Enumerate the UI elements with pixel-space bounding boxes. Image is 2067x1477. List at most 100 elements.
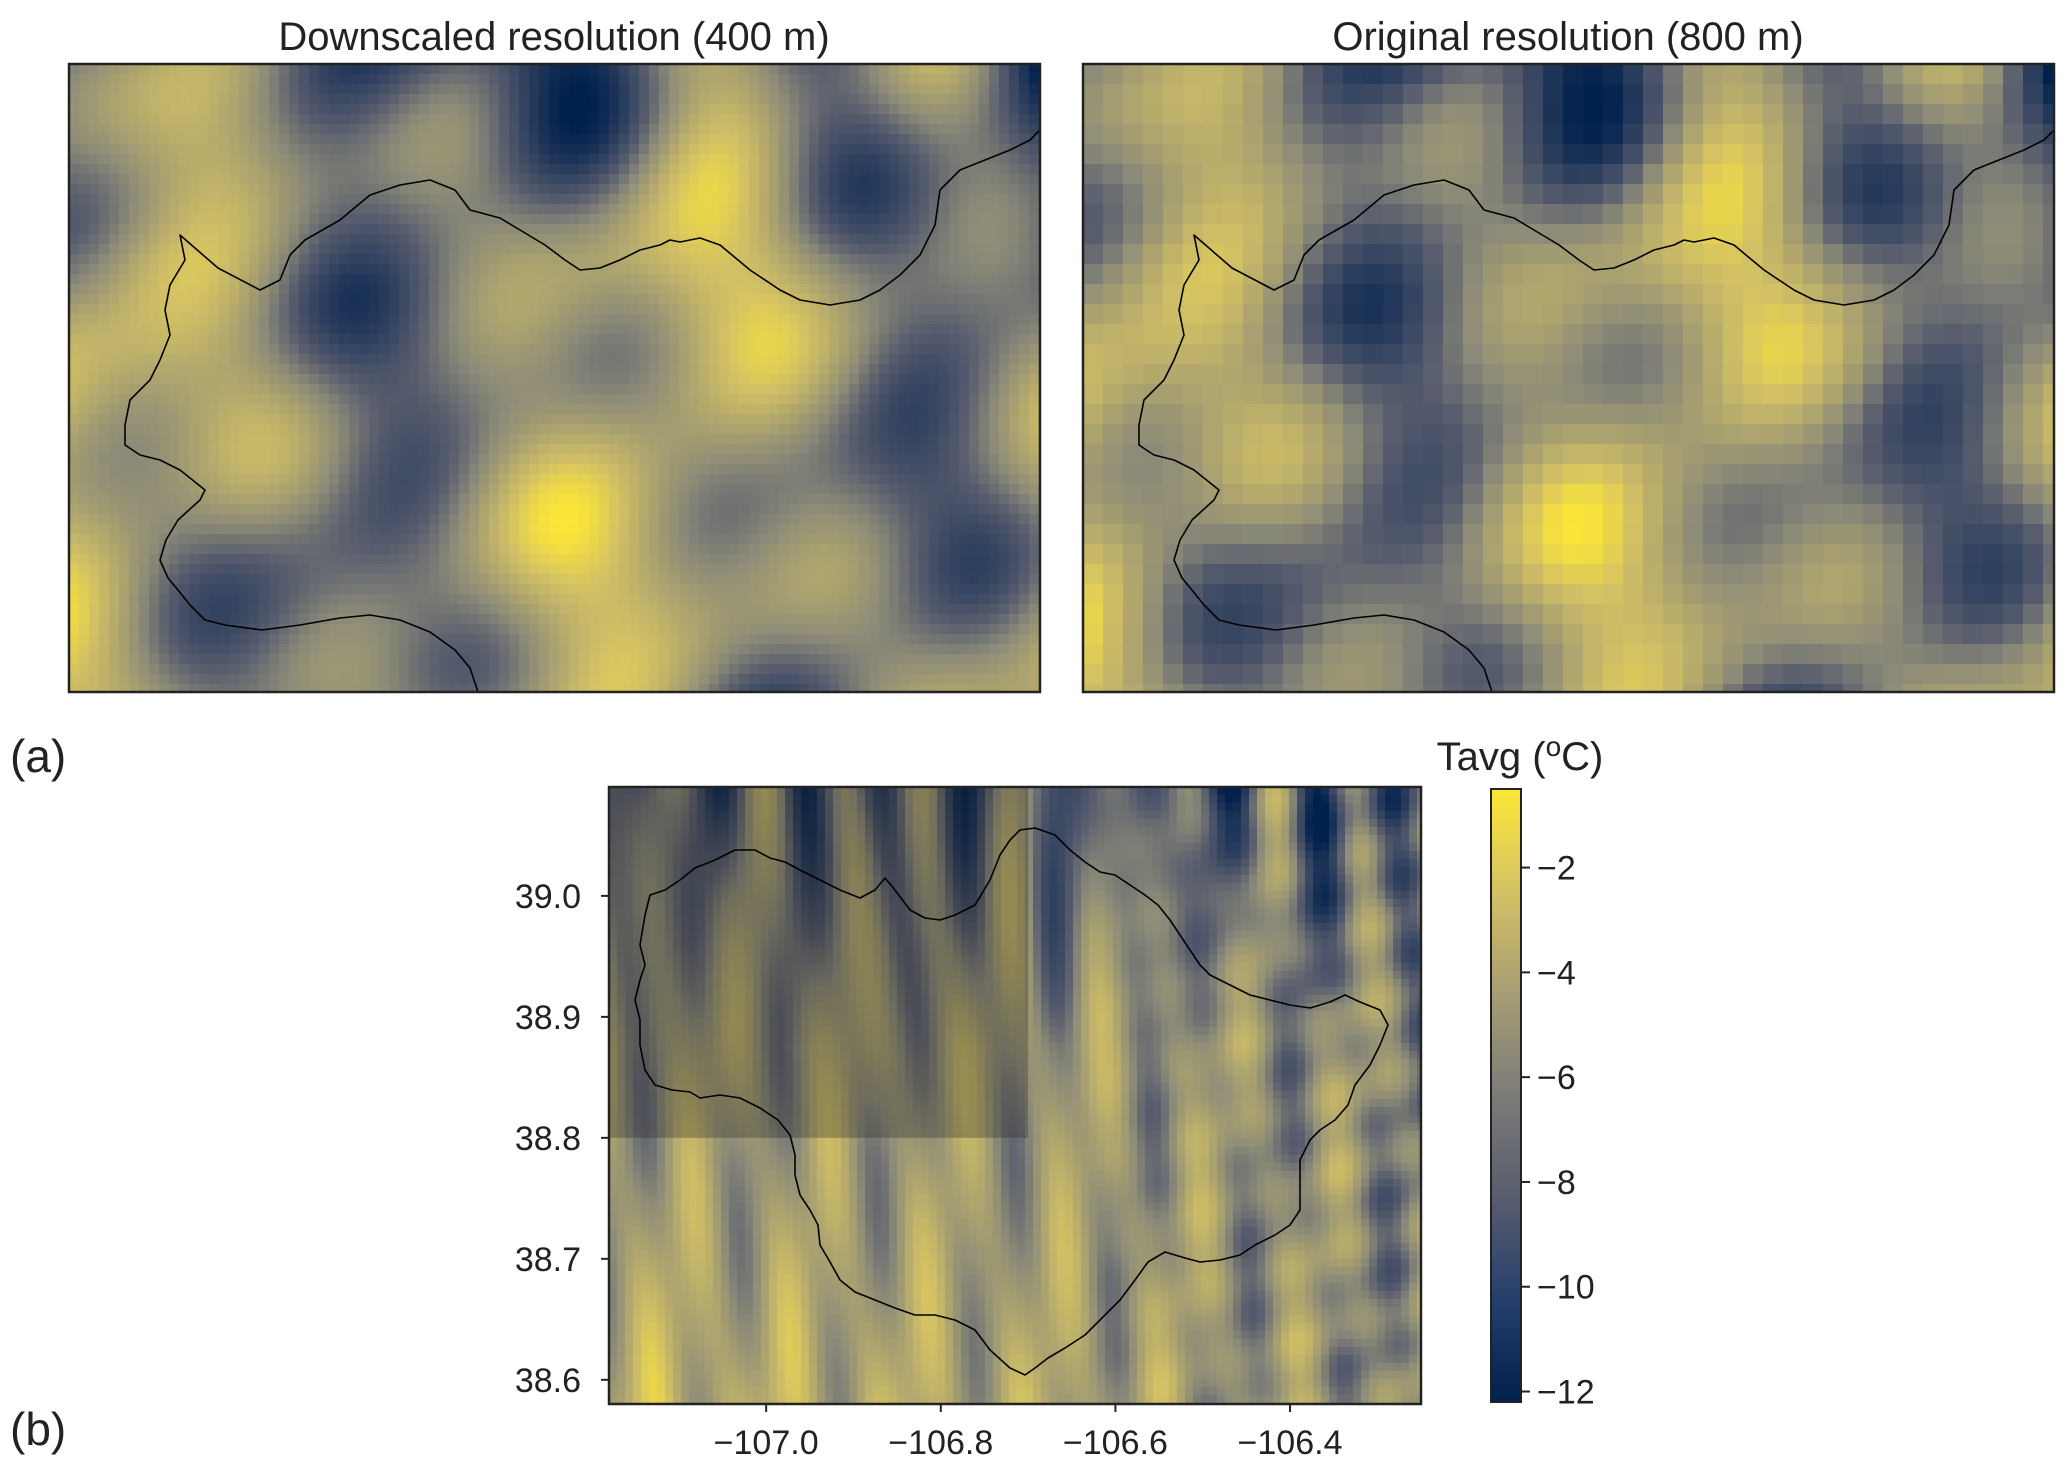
heatmap-cell xyxy=(649,104,660,115)
heatmap-cell xyxy=(619,344,630,355)
heatmap-cell xyxy=(769,454,780,465)
heatmap-cell xyxy=(439,344,450,355)
heatmap-cell xyxy=(909,204,920,215)
heatmap-cell xyxy=(829,94,840,105)
heatmap-cell xyxy=(599,94,610,105)
heatmap-cell xyxy=(1019,144,1030,155)
heatmap-cell xyxy=(109,94,120,105)
heatmap-cell xyxy=(239,404,250,415)
heatmap-cell xyxy=(369,364,380,375)
heatmap-cell xyxy=(869,374,880,385)
heatmap-cell xyxy=(769,234,780,245)
heatmap-cell xyxy=(749,534,760,545)
heatmap-cell xyxy=(449,444,460,455)
heatmap-cell xyxy=(949,74,960,85)
heatmap-cell xyxy=(1009,544,1020,555)
heatmap-cell xyxy=(449,474,460,485)
heatmap-cell xyxy=(669,204,680,215)
heatmap-cell xyxy=(969,264,980,275)
heatmap-cell xyxy=(999,384,1010,395)
heatmap-cell xyxy=(109,164,120,175)
heatmap-cell xyxy=(409,344,420,355)
heatmap-cell xyxy=(89,344,100,355)
heatmap-cell xyxy=(799,414,810,425)
heatmap-cell xyxy=(639,354,650,365)
heatmap-cell xyxy=(759,184,770,195)
heatmap-cell xyxy=(429,324,440,335)
heatmap-cell xyxy=(909,354,920,365)
heatmap-cell xyxy=(889,144,900,155)
heatmap-cell xyxy=(89,404,100,415)
heatmap-cell xyxy=(679,344,690,355)
heatmap-cell xyxy=(819,84,830,95)
heatmap-cell xyxy=(889,244,900,255)
heatmap-cell xyxy=(959,204,970,215)
heatmap-cell xyxy=(559,314,570,325)
heatmap-cell xyxy=(1029,204,1040,215)
heatmap-cell xyxy=(749,254,760,265)
heatmap-cell xyxy=(509,94,520,105)
heatmap-cell xyxy=(569,354,580,365)
heatmap-cell xyxy=(329,94,340,105)
heatmap-cell xyxy=(599,254,610,265)
heatmap-cell xyxy=(99,284,110,295)
heatmap-cell xyxy=(499,244,510,255)
heatmap-cell xyxy=(999,124,1010,135)
heatmap-cell xyxy=(329,414,340,425)
heatmap-cell xyxy=(1019,454,1030,465)
heatmap-cell xyxy=(589,104,600,115)
heatmap-cell xyxy=(659,334,670,345)
heatmap-cell xyxy=(749,364,760,375)
heatmap-cell xyxy=(349,424,360,435)
heatmap-cell xyxy=(339,384,350,395)
heatmap-cell xyxy=(99,494,110,505)
heatmap-cell xyxy=(359,454,370,465)
heatmap-cell xyxy=(329,184,340,195)
heatmap-cell xyxy=(339,244,350,255)
heatmap-cell xyxy=(869,464,880,475)
heatmap-cell xyxy=(429,194,440,205)
heatmap-cell xyxy=(619,554,630,565)
heatmap-cell xyxy=(439,334,450,345)
heatmap-cell xyxy=(379,94,390,105)
heatmap-cell xyxy=(299,364,310,375)
heatmap-cell xyxy=(249,84,260,95)
heatmap-cell xyxy=(729,334,740,345)
heatmap-cell xyxy=(269,544,280,555)
heatmap-cell xyxy=(899,314,910,325)
heatmap-cell xyxy=(279,384,290,395)
heatmap-cell xyxy=(759,204,770,215)
heatmap-cell xyxy=(359,314,370,325)
heatmap-cell xyxy=(399,284,410,295)
heatmap-cell xyxy=(389,404,400,415)
heatmap-cell xyxy=(99,524,110,535)
heatmap-cell xyxy=(569,284,580,295)
heatmap-cell xyxy=(779,374,790,385)
heatmap-cell xyxy=(669,534,680,545)
heatmap-cell xyxy=(409,544,420,555)
heatmap-cell xyxy=(279,114,290,125)
heatmap-cell xyxy=(929,104,940,115)
heatmap-cell xyxy=(729,434,740,445)
heatmap-cell xyxy=(819,464,830,475)
heatmap-cell xyxy=(229,504,240,515)
heatmap-cell xyxy=(659,374,670,385)
heatmap-cell xyxy=(289,384,300,395)
heatmap-cell xyxy=(999,114,1010,125)
heatmap-cell xyxy=(209,534,220,545)
heatmap-cell xyxy=(349,154,360,165)
heatmap-cell xyxy=(569,334,580,345)
heatmap-cell xyxy=(789,284,800,295)
heatmap-cell xyxy=(649,534,660,545)
heatmap-cell xyxy=(719,544,730,555)
heatmap-cell xyxy=(559,334,570,345)
heatmap-cell xyxy=(159,324,170,335)
heatmap-cell xyxy=(369,244,380,255)
heatmap-cell xyxy=(589,134,600,145)
heatmap-cell xyxy=(89,254,100,265)
heatmap-cell xyxy=(609,434,620,445)
heatmap-cell xyxy=(249,514,260,525)
heatmap-cell xyxy=(849,454,860,465)
heatmap-cell xyxy=(709,364,720,375)
heatmap-cell xyxy=(519,374,530,385)
